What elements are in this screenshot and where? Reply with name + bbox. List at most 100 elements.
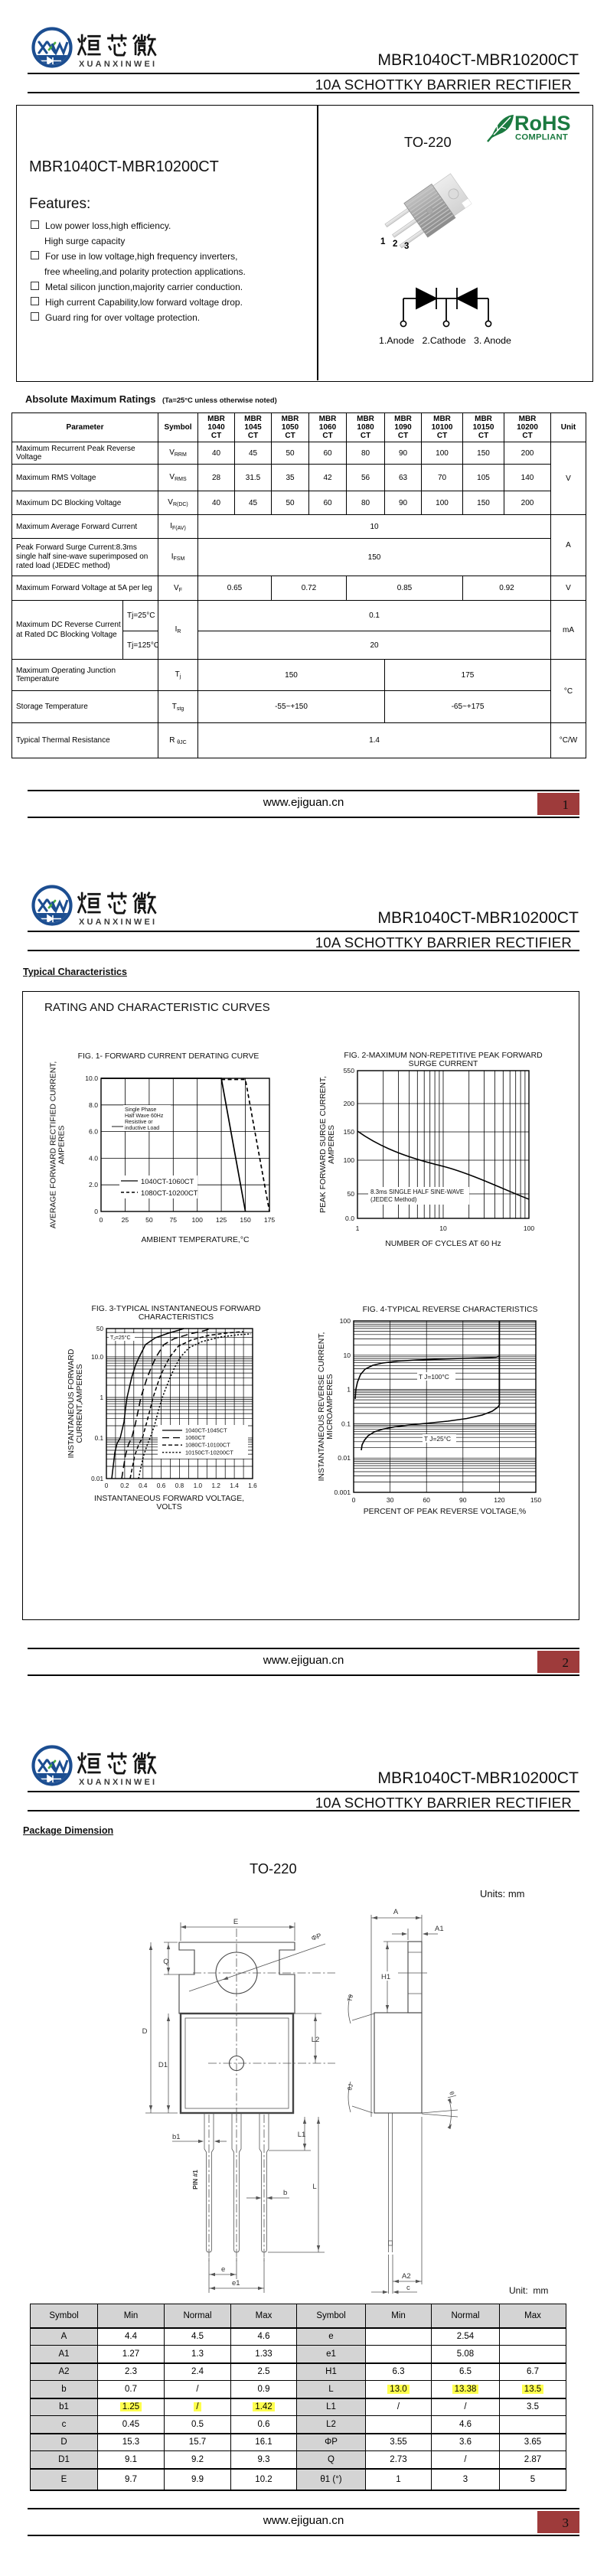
- svg-text:0.0: 0.0: [345, 1215, 354, 1222]
- svg-text:200: 200: [344, 1100, 355, 1107]
- svg-text:Q: Q: [163, 1958, 168, 1966]
- svg-text:0.2: 0.2: [120, 1482, 129, 1489]
- svg-text:INSTANTANEOUS FORWARDCURRENT,A: INSTANTANEOUS FORWARDCURRENT,AMPERES: [67, 1349, 84, 1459]
- svg-text:1080CT-10100CT: 1080CT-10100CT: [185, 1442, 230, 1449]
- svg-text:ΦP: ΦP: [310, 1932, 322, 1942]
- svg-text:SURGE CURRENT: SURGE CURRENT: [409, 1060, 478, 1068]
- svg-text:T J=100°C: T J=100°C: [419, 1373, 449, 1381]
- svg-text:0.8: 0.8: [175, 1482, 184, 1489]
- svg-text:COMPLIANT: COMPLIANT: [515, 133, 568, 142]
- svg-text:CHARACTERISTICS: CHARACTERISTICS: [139, 1313, 214, 1322]
- svg-text:10.0: 10.0: [91, 1354, 103, 1361]
- svg-text:3: 3: [404, 242, 409, 251]
- svg-text:1: 1: [347, 1386, 351, 1394]
- svg-text:60: 60: [423, 1496, 430, 1504]
- svg-text:XUANXINWEI: XUANXINWEI: [79, 60, 157, 69]
- svg-text:1.2: 1.2: [212, 1482, 221, 1489]
- svg-text:1040CT-1060CT: 1040CT-1060CT: [141, 1177, 194, 1185]
- svg-text:10: 10: [343, 1352, 351, 1359]
- svg-text:1040CT-1045CT: 1040CT-1045CT: [185, 1427, 227, 1434]
- svg-text:175: 175: [264, 1216, 276, 1224]
- svg-text:75: 75: [170, 1216, 178, 1224]
- svg-text:PEAK FORWARD SURGE CURRENT,AM: PEAK FORWARD SURGE CURRENT,AMPERES: [319, 1076, 336, 1213]
- svg-text:Resistive or: Resistive or: [125, 1120, 153, 1125]
- svg-text:e: e: [221, 2265, 225, 2274]
- svg-text:1: 1: [100, 1394, 103, 1401]
- svg-text:NUMBER OF CYCLES AT 60 Hz: NUMBER OF CYCLES AT 60 Hz: [385, 1240, 501, 1248]
- svg-text:120: 120: [494, 1496, 505, 1504]
- svg-text:A2: A2: [402, 2272, 411, 2281]
- svg-text:AVERAGE FORWARD RECTIFIED CURR: AVERAGE FORWARD RECTIFIED CURRENT,AMPERE…: [50, 1061, 67, 1229]
- svg-text:150: 150: [240, 1216, 251, 1224]
- svg-text:FIG. 4-TYPICAL REVERSE CHARACT: FIG. 4-TYPICAL REVERSE CHARACTERISTICS: [363, 1306, 538, 1314]
- svg-text:100: 100: [192, 1216, 204, 1224]
- svg-text:θ: θ: [448, 2091, 455, 2097]
- svg-text:θJ: θJ: [346, 2083, 354, 2091]
- svg-text:AMBIENT TEMPERATURE,°C: AMBIENT TEMPERATURE,°C: [142, 1236, 250, 1244]
- svg-text:1.0: 1.0: [194, 1482, 203, 1489]
- svg-text:1060CT: 1060CT: [185, 1434, 206, 1441]
- svg-text:2: 2: [393, 240, 397, 249]
- svg-text:0.01: 0.01: [91, 1475, 103, 1482]
- svg-text:50: 50: [96, 1325, 104, 1332]
- svg-text:A: A: [393, 1908, 399, 1916]
- svg-text:FIG. 3-TYPICAL INSTANTANEOUS F: FIG. 3-TYPICAL INSTANTANEOUS FORWARD: [92, 1305, 261, 1313]
- svg-text:D: D: [142, 2027, 148, 2036]
- svg-text:1.6: 1.6: [248, 1482, 257, 1489]
- svg-text:b1: b1: [172, 2133, 181, 2141]
- svg-text:10: 10: [439, 1224, 447, 1232]
- svg-text:FIG. 1- FORWARD CURRENT DERATI: FIG. 1- FORWARD CURRENT DERATING CURVE: [78, 1052, 259, 1061]
- svg-text:10.0: 10.0: [85, 1074, 98, 1082]
- svg-text:L2: L2: [312, 2036, 320, 2044]
- svg-text:150: 150: [530, 1496, 542, 1504]
- svg-text:e1: e1: [232, 2279, 240, 2287]
- svg-text:150: 150: [344, 1128, 355, 1136]
- svg-text:1: 1: [356, 1224, 360, 1232]
- svg-text:50: 50: [145, 1216, 153, 1224]
- svg-text:T J=25°C: T J=25°C: [424, 1435, 451, 1443]
- svg-text:INSTANTANEOUS REVERSE CURRENT,: INSTANTANEOUS REVERSE CURRENT,MICROAMPER…: [318, 1332, 335, 1482]
- svg-text:PERCENT OF PEAK REVERSE VOLTAG: PERCENT OF PEAK REVERSE VOLTAGE,%: [364, 1508, 526, 1516]
- svg-text:b: b: [283, 2189, 287, 2197]
- svg-text:100: 100: [344, 1156, 355, 1164]
- svg-text:XUANXINWEI: XUANXINWEI: [79, 918, 157, 927]
- svg-text:0: 0: [94, 1208, 98, 1215]
- svg-text:25: 25: [122, 1216, 129, 1224]
- svg-text:6.0: 6.0: [89, 1128, 98, 1136]
- svg-text:10150CT-10200CT: 10150CT-10200CT: [185, 1449, 233, 1456]
- svg-text:0.1: 0.1: [95, 1435, 104, 1442]
- svg-text:D1: D1: [158, 2061, 168, 2069]
- svg-text:c: c: [406, 2284, 410, 2292]
- svg-text:1.4: 1.4: [230, 1482, 239, 1489]
- svg-text:0: 0: [352, 1496, 356, 1504]
- svg-text:100: 100: [524, 1224, 535, 1232]
- svg-text:0: 0: [105, 1482, 109, 1489]
- svg-text:2.0: 2.0: [89, 1181, 98, 1189]
- svg-text:VOLTS: VOLTS: [156, 1503, 181, 1511]
- svg-text:0.6: 0.6: [157, 1482, 166, 1489]
- svg-text:L1: L1: [298, 2131, 306, 2139]
- svg-text:125: 125: [216, 1216, 227, 1224]
- svg-text:0.001: 0.001: [334, 1489, 351, 1496]
- svg-text:8.3ms SINGLE HALF SINE-WAVE: 8.3ms SINGLE HALF SINE-WAVE: [370, 1189, 464, 1195]
- svg-text:4.0: 4.0: [89, 1154, 98, 1162]
- svg-text:H1: H1: [381, 1973, 390, 1981]
- svg-text:A1: A1: [435, 1925, 444, 1933]
- svg-text:90: 90: [459, 1496, 467, 1504]
- svg-text:1: 1: [380, 237, 386, 246]
- svg-text:L: L: [312, 2183, 316, 2191]
- svg-text:1080CT-10200CT: 1080CT-10200CT: [141, 1189, 198, 1197]
- svg-text:inductive Load: inductive Load: [125, 1126, 159, 1131]
- svg-text:1.Anode 2.Cathode 3. Anode: 1.Anode 2.Cathode 3. Anode: [379, 335, 511, 346]
- svg-text:0.01: 0.01: [338, 1454, 351, 1462]
- svg-text:Tθ: Tθ: [346, 1994, 354, 2003]
- svg-text:Single Phase: Single Phase: [125, 1107, 156, 1113]
- svg-text:FIG. 2-MAXIMUM NON-REPETITIVE: FIG. 2-MAXIMUM NON-REPETITIVE PEAK FORWA…: [344, 1052, 542, 1060]
- svg-text:INSTANTANEOUS FORWARD VOLTAGE,: INSTANTANEOUS FORWARD VOLTAGE,: [94, 1495, 244, 1503]
- svg-text:XUANXINWEI: XUANXINWEI: [79, 1778, 157, 1787]
- svg-text:(JEDEC Method): (JEDEC Method): [370, 1196, 417, 1203]
- svg-text:100: 100: [340, 1317, 351, 1325]
- svg-text:30: 30: [387, 1496, 394, 1504]
- svg-text:550: 550: [344, 1067, 355, 1074]
- svg-text:0.1: 0.1: [341, 1420, 351, 1427]
